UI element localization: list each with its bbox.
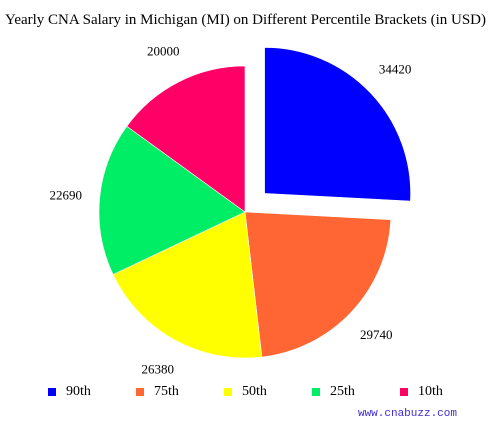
legend-item-25th: 25th <box>312 381 400 403</box>
legend-label-75th: 75th <box>154 384 179 399</box>
data-label-25th: 22690 <box>50 187 83 202</box>
legend-swatch-90th <box>48 388 56 396</box>
pie-slice-50th <box>112 211 263 359</box>
site-watermark: www.cnabuzz.com <box>357 408 457 420</box>
pie-slice-75th <box>244 211 392 358</box>
legend-label-10th: 10th <box>418 384 443 399</box>
legend-label-50th: 50th <box>242 384 267 399</box>
legend-swatch-50th <box>224 388 232 396</box>
chart-title: Yearly CNA Salary in Michigan (MI) on Di… <box>4 12 486 28</box>
pie-slice-90th <box>264 47 411 202</box>
pie-slice-25th <box>98 125 246 275</box>
legend-item-90th: 90th <box>48 381 136 403</box>
chart-legend: 90th 75th 50th 25th 10th <box>48 381 488 403</box>
legend-label-90th: 90th <box>66 384 91 399</box>
pie-slice-10th <box>126 65 246 213</box>
data-label-90th: 34420 <box>379 62 412 77</box>
legend-swatch-75th <box>136 388 144 396</box>
legend-item-75th: 75th <box>136 381 224 403</box>
data-label-10th: 20000 <box>147 44 180 59</box>
data-label-50th: 26380 <box>141 361 174 376</box>
legend-swatch-10th <box>400 388 408 396</box>
data-label-75th: 29740 <box>360 327 393 342</box>
legend-label-25th: 25th <box>330 384 355 399</box>
legend-item-50th: 50th <box>224 381 312 403</box>
legend-item-10th: 10th <box>400 381 488 403</box>
legend-swatch-25th <box>312 388 320 396</box>
